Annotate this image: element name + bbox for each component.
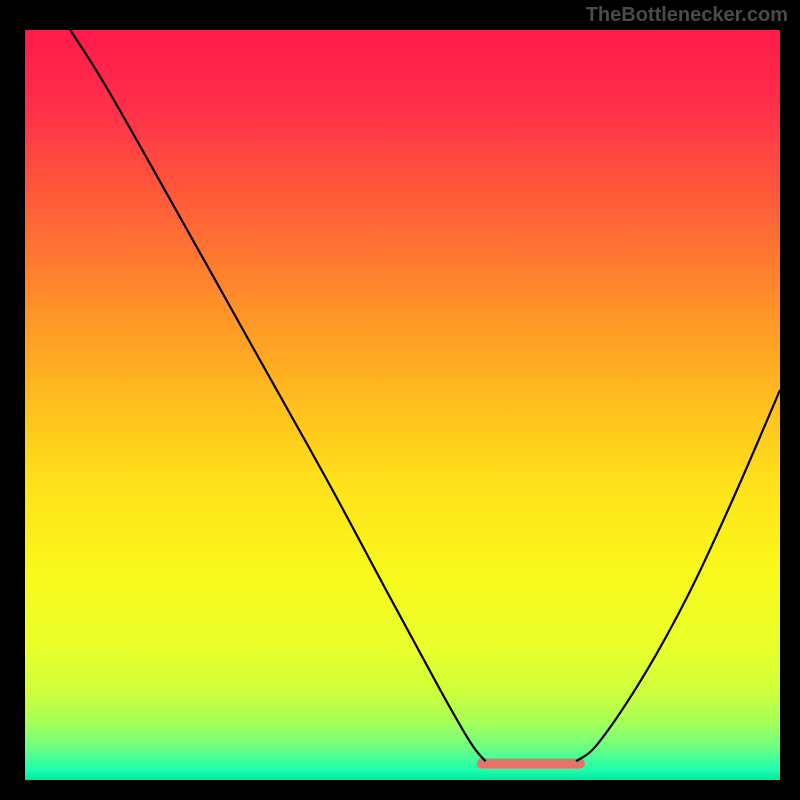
v-curve-left: [70, 30, 485, 761]
chart-border-left: [0, 0, 25, 800]
watermark-text: TheBottlenecker.com: [586, 4, 788, 27]
plot-area: [25, 30, 780, 780]
v-curve-right: [576, 390, 780, 761]
curve-layer: [25, 30, 780, 780]
chart-border-bottom: [0, 780, 800, 800]
chart-container: TheBottlenecker.com: [0, 0, 800, 800]
chart-border-right: [780, 0, 800, 800]
